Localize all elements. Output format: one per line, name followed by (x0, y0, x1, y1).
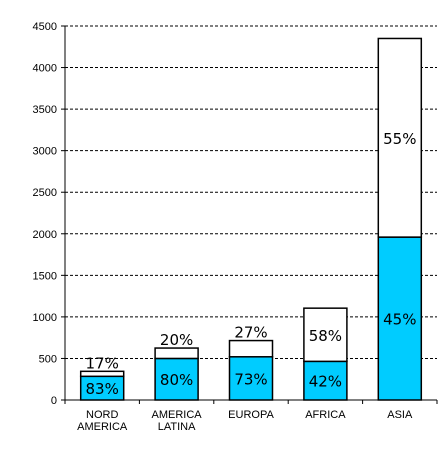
y-tick-label: 1000 (33, 312, 57, 324)
category-label: ASIA (387, 409, 413, 421)
bar-segment (303, 360, 348, 401)
category-label: AMERICA (152, 409, 203, 421)
category-label: EUROPA (228, 409, 274, 421)
category-label: LATINA (158, 421, 196, 433)
bar-segment (79, 370, 125, 378)
y-tick-label: 2500 (33, 187, 57, 199)
bar-segment (377, 236, 423, 401)
category-label: AMERICA (77, 421, 128, 433)
y-tick-label: 3500 (33, 104, 57, 116)
data-label: 58% (309, 327, 342, 345)
bar-segment (303, 307, 348, 363)
data-label: 42% (309, 373, 342, 391)
data-label: 55% (383, 130, 416, 148)
bar-segment (377, 37, 423, 238)
bar-segment (228, 356, 274, 401)
category-label: AFRICA (305, 409, 346, 421)
data-label: 80% (160, 371, 193, 389)
data-label: 27% (234, 324, 267, 342)
y-tick-label: 500 (39, 353, 57, 365)
data-label: 45% (383, 311, 416, 329)
data-label: 17% (86, 354, 119, 372)
y-tick-label: 4500 (33, 21, 57, 33)
data-label: 20% (160, 331, 193, 349)
y-tick-label: 4000 (33, 63, 57, 75)
category-label: NORD (86, 409, 118, 421)
data-label: 83% (86, 380, 119, 398)
y-tick-label: 2000 (33, 229, 57, 241)
y-tick-label: 3000 (33, 146, 57, 158)
y-tick-label: 1500 (33, 270, 57, 282)
y-tick-label: 0 (51, 395, 57, 407)
bar-segment (154, 357, 199, 401)
bar-segment (228, 339, 274, 358)
bar-segment (154, 347, 199, 360)
data-label: 73% (234, 370, 267, 388)
